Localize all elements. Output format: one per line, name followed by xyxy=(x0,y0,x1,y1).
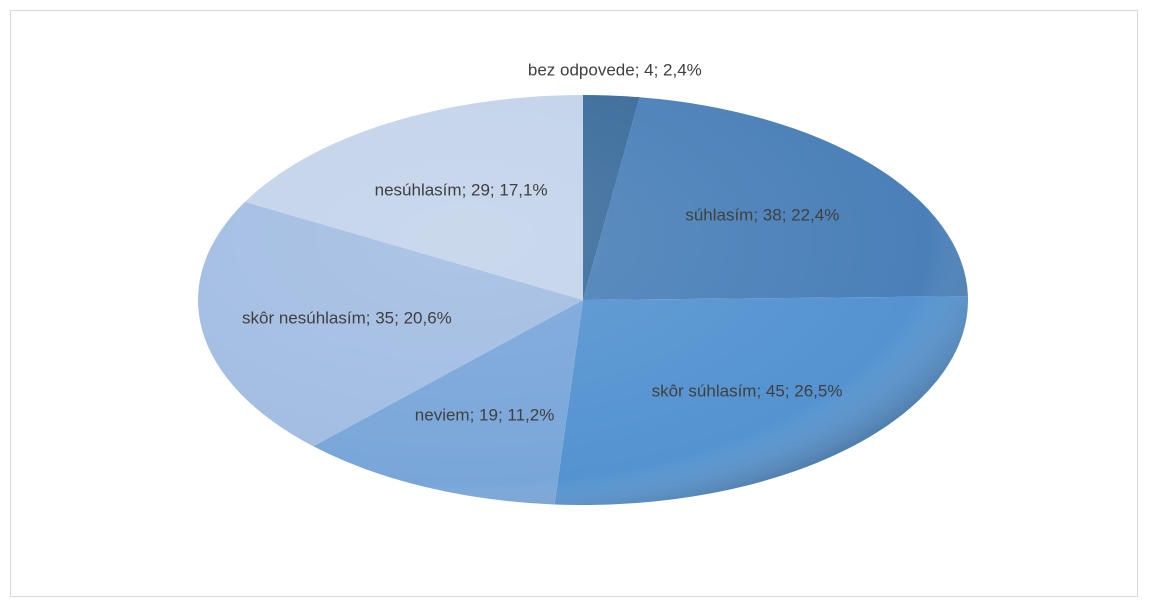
data-label: skôr súhlasím; 45; 26,5% xyxy=(651,381,843,401)
data-label: súhlasím; 38; 22,4% xyxy=(685,205,840,225)
chart-border xyxy=(10,10,1138,597)
data-label: skôr nesúhlasím; 35; 20,6% xyxy=(242,308,452,328)
data-label: neviem; 19; 11,2% xyxy=(414,405,555,425)
data-label: bez odpovede; 4; 2,4% xyxy=(527,60,702,80)
data-label: nesúhlasím; 29; 17,1% xyxy=(374,180,548,200)
pie-slice xyxy=(583,97,968,300)
